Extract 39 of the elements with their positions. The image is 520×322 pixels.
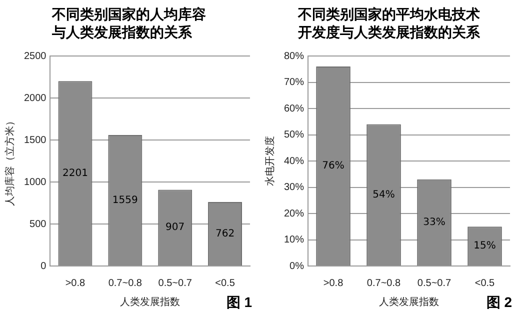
y-tick-label: 0% — [290, 260, 304, 272]
x-tick-label: >0.8 — [323, 278, 344, 289]
data-label: 1559 — [112, 194, 138, 206]
y-tick-label: 2000 — [24, 92, 47, 104]
x-tick-label: >0.8 — [65, 278, 86, 289]
chart-title: 不同类别国家的平均水电技术开发度与人类发展指数的关系 — [298, 6, 481, 43]
y-tick-label: 1500 — [24, 134, 47, 146]
y-tick-label: 0 — [40, 260, 47, 272]
y-tick-label: 20% — [284, 208, 304, 220]
y-tick-label: 70% — [284, 77, 304, 88]
y-axis-title: 人均库容（立方米） — [4, 116, 16, 206]
x-tick-label: 0.5~0.7 — [417, 278, 452, 289]
x-axis-title: 人类发展指数 — [379, 296, 440, 308]
y-tick-label: 500 — [30, 218, 47, 230]
data-label: 15% — [474, 240, 496, 252]
y-tick-label: 60% — [284, 103, 304, 114]
caption: 图 2 — [486, 294, 512, 312]
y-tick-label: 30% — [284, 182, 304, 193]
x-tick-label: 0.5~0.7 — [158, 278, 192, 289]
data-label: 762 — [215, 228, 235, 240]
x-tick-label: <0.5 — [215, 278, 236, 289]
x-tick-label: 0.7~0.8 — [108, 278, 142, 289]
x-tick-label: 0.7~0.8 — [366, 278, 402, 289]
data-label: 76% — [322, 160, 344, 172]
x-axis-title: 人类发展指数 — [120, 296, 180, 308]
data-label: 907 — [166, 222, 185, 234]
data-label: 33% — [423, 217, 446, 228]
chart-title: 不同类别国家的人均库容与人类发展指数的关系 — [52, 6, 207, 43]
y-tick-label: 1000 — [24, 176, 47, 188]
caption: 图 1 — [226, 294, 252, 312]
data-label: 2201 — [62, 168, 88, 179]
y-tick-label: 50% — [284, 130, 304, 140]
y-tick-label: 40% — [284, 156, 304, 167]
y-axis-title: 水电开发度 — [264, 136, 276, 186]
data-label: 54% — [372, 189, 395, 200]
x-tick-label: <0.5 — [474, 278, 496, 289]
y-tick-label: 10% — [284, 234, 304, 246]
y-tick-label: 2500 — [24, 50, 47, 62]
y-tick-label: 80% — [284, 50, 304, 62]
